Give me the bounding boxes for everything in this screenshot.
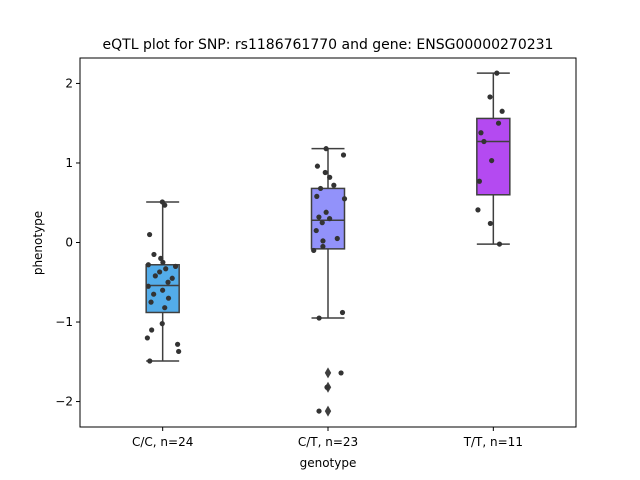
data-point — [313, 227, 319, 234]
data-point — [341, 196, 348, 202]
data-point — [320, 238, 326, 244]
x-tick-label: T/T, n=11 — [463, 435, 523, 449]
x-axis: C/C, n=24 C/T, n=23 T/T, n=11 — [132, 427, 523, 449]
data-point — [314, 193, 320, 199]
y-tick-label: 1 — [65, 156, 73, 170]
data-point — [494, 70, 500, 76]
data-point — [169, 275, 175, 281]
y-tick-label: −1 — [55, 315, 73, 329]
data-point — [146, 231, 153, 238]
data-point — [316, 315, 322, 321]
data-point — [322, 169, 328, 176]
x-tick-label: C/C, n=24 — [132, 435, 193, 449]
y-axis: −2 −1 0 1 2 — [55, 76, 80, 409]
y-tick-label: −2 — [55, 395, 73, 409]
data-point — [165, 279, 171, 285]
boxes-layer — [145, 72, 511, 417]
data-point — [478, 130, 484, 136]
data-point — [149, 327, 155, 333]
data-point — [163, 266, 169, 272]
outlier-marker — [324, 367, 332, 379]
data-point — [174, 341, 181, 347]
data-point — [317, 185, 324, 192]
data-point — [148, 299, 154, 305]
data-point — [324, 384, 330, 390]
data-point — [160, 259, 166, 265]
y-tick-label: 2 — [65, 76, 73, 90]
data-point — [147, 358, 153, 364]
data-point — [323, 209, 329, 215]
data-point — [172, 263, 179, 269]
y-axis-label: phenotype — [31, 211, 45, 275]
data-point — [151, 251, 157, 258]
data-point — [489, 157, 495, 164]
data-point — [340, 152, 347, 158]
data-point — [144, 335, 150, 341]
data-point — [162, 202, 168, 208]
data-point — [496, 241, 503, 247]
data-point — [145, 283, 151, 289]
data-point — [499, 108, 505, 114]
data-point — [145, 262, 151, 268]
data-point — [162, 305, 168, 311]
data-point — [316, 408, 322, 414]
data-point — [339, 309, 346, 316]
data-point — [487, 220, 493, 227]
data-point — [327, 174, 333, 180]
chart-title: eQTL plot for SNP: rs1186761770 and gene… — [103, 37, 554, 53]
data-point — [316, 214, 322, 220]
data-point — [319, 220, 325, 226]
data-point — [165, 295, 172, 301]
data-point — [314, 163, 321, 169]
data-point — [326, 216, 333, 222]
x-axis-label: genotype — [300, 456, 357, 470]
y-tick-label: 0 — [65, 236, 73, 250]
data-point — [487, 94, 493, 100]
data-point — [476, 178, 482, 184]
data-point — [158, 255, 164, 262]
data-points-layer — [144, 70, 505, 414]
outlier-marker — [324, 405, 332, 417]
data-point — [323, 146, 329, 152]
data-point — [159, 321, 165, 327]
data-point — [157, 269, 163, 275]
x-tick-label: C/T, n=23 — [298, 435, 358, 449]
data-point — [495, 120, 502, 126]
data-point — [331, 182, 337, 188]
data-point — [311, 247, 317, 254]
data-point — [338, 370, 344, 376]
iqr-box — [476, 117, 511, 196]
data-point — [481, 138, 487, 145]
data-point — [334, 235, 340, 242]
data-point — [176, 348, 182, 355]
data-point — [151, 291, 157, 297]
data-point — [320, 243, 326, 250]
data-point — [160, 287, 166, 293]
data-point — [475, 207, 481, 213]
data-point — [152, 273, 158, 279]
